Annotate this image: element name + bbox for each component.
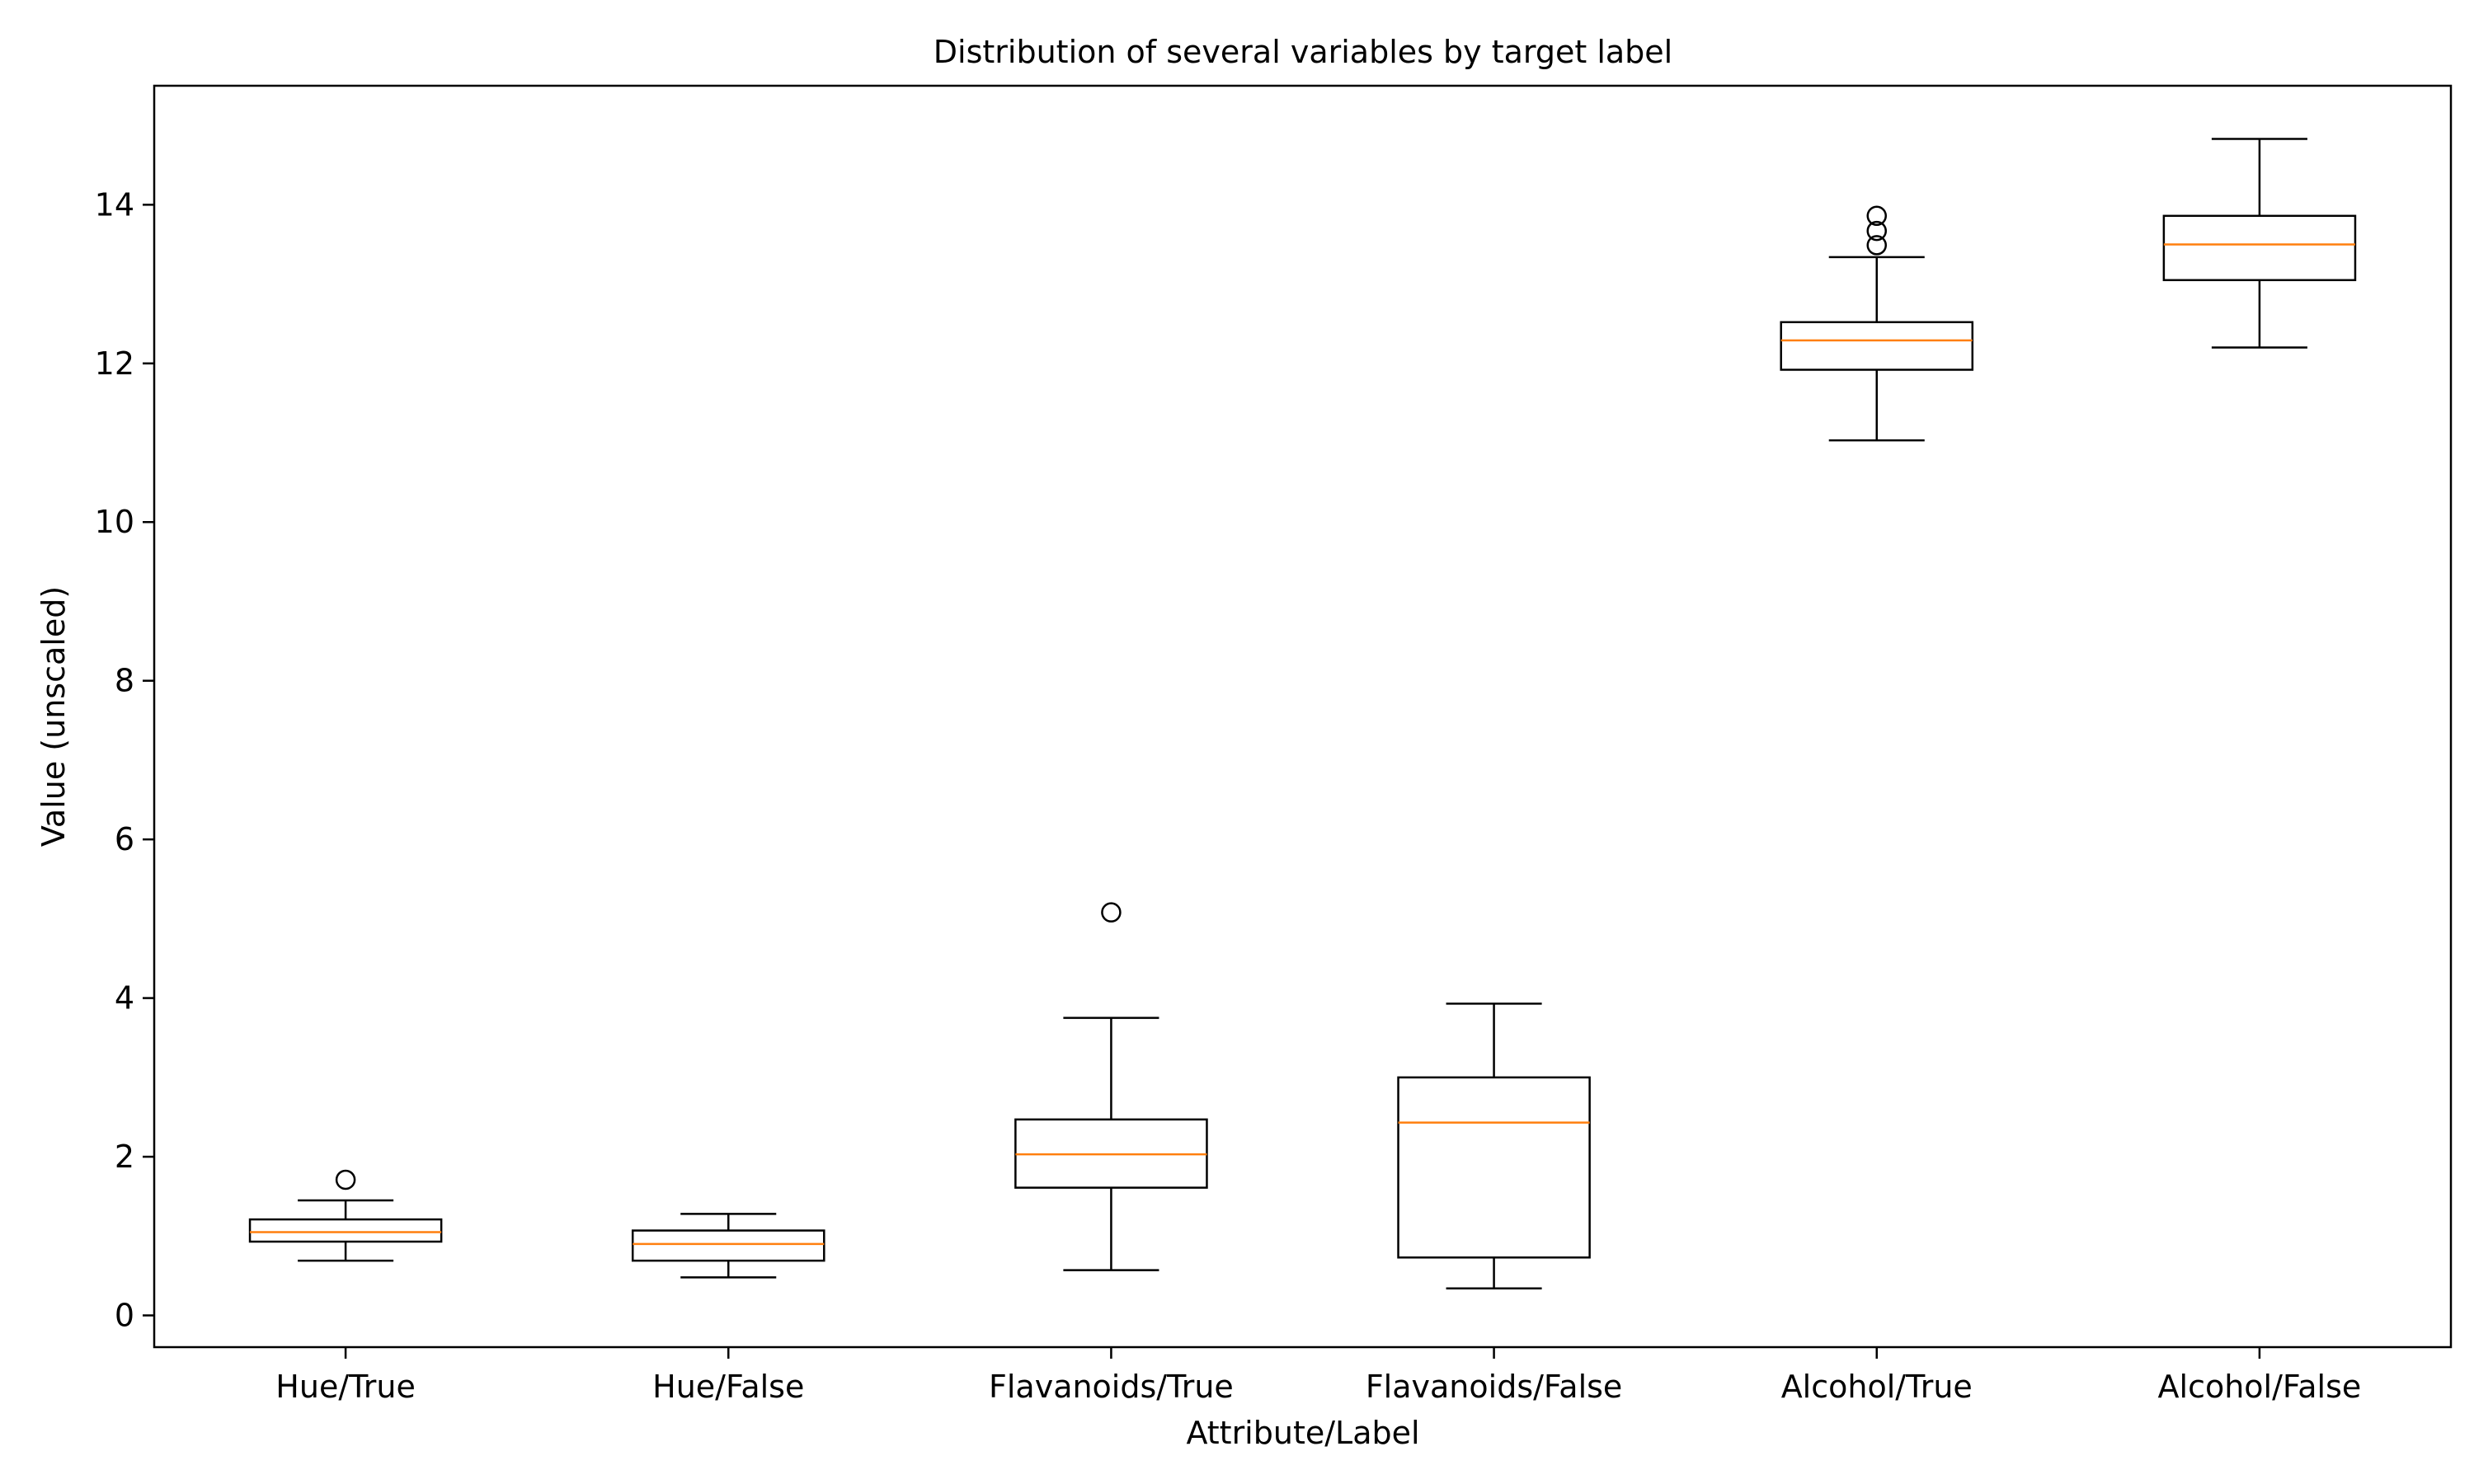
iqr-box — [1780, 321, 1974, 371]
x-tick-label: Hue/False — [652, 1369, 804, 1405]
iqr-box — [631, 1229, 825, 1262]
outlier-point — [1866, 235, 1887, 256]
y-tick-label: 14 — [95, 186, 134, 223]
y-tick-label: 8 — [115, 663, 134, 699]
y-axis: 0 2 4 6 8 10 12 14 — [95, 186, 154, 1334]
y-tick-label: 0 — [115, 1298, 134, 1334]
y-axis-label: Value (unscaled) — [35, 586, 72, 847]
chart-title: Distribution of several variables by tar… — [934, 34, 1672, 70]
box-group — [2162, 138, 2357, 349]
x-tick-label: Flavanoids/True — [989, 1369, 1234, 1405]
x-axis-label: Attribute/Label — [1186, 1415, 1419, 1451]
x-tick-label: Alcohol/True — [1781, 1369, 1973, 1405]
x-tick-label: Hue/True — [275, 1369, 416, 1405]
box-group — [1014, 902, 1208, 1271]
y-tick-label: 2 — [115, 1139, 134, 1175]
box-group — [1397, 1003, 1591, 1290]
box-group — [248, 1169, 443, 1262]
outlier-point — [1866, 205, 1887, 227]
iqr-box — [1397, 1076, 1591, 1259]
plot-frame — [153, 84, 2453, 1349]
outlier-point — [335, 1169, 356, 1190]
y-tick-label: 12 — [95, 345, 134, 382]
y-tick-label: 6 — [115, 821, 134, 857]
box-group — [1780, 205, 1974, 442]
y-tick-label: 4 — [115, 980, 134, 1017]
x-tick-label: Flavanoids/False — [1366, 1369, 1622, 1405]
outlier-point — [1101, 902, 1122, 923]
x-tick-label: Alcohol/False — [2158, 1369, 2362, 1405]
boxes-group — [248, 138, 2357, 1290]
iqr-box — [2162, 214, 2357, 282]
y-tick-label: 10 — [95, 504, 134, 540]
box-group — [631, 1213, 825, 1279]
x-axis: Hue/True Hue/False Flavanoids/True Flavanoi… — [275, 1347, 2361, 1405]
outlier-point — [1866, 220, 1887, 242]
iqr-box — [248, 1218, 443, 1243]
